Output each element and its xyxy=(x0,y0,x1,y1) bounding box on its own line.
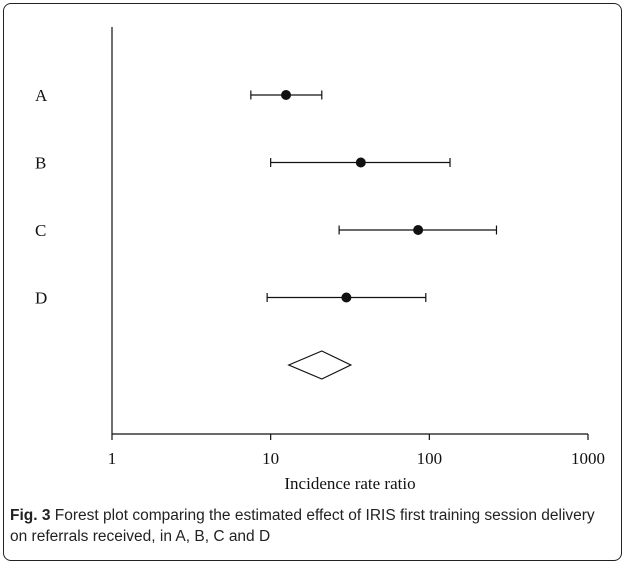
x-tick-label: 1 xyxy=(108,449,117,468)
figure-frame xyxy=(3,3,622,561)
plot-axes xyxy=(111,27,588,435)
point-estimate xyxy=(341,292,352,303)
caption-label: Fig. 3 xyxy=(10,507,51,524)
category-label: A xyxy=(35,86,48,105)
category-label: D xyxy=(35,289,47,308)
category-label: C xyxy=(35,221,46,240)
x-axis-title: Incidence rate ratio xyxy=(284,474,415,493)
x-tick-label: 100 xyxy=(417,449,443,468)
point-estimate xyxy=(281,90,292,100)
forest-plot: 1 10 100 1000 A B C D Incidence rate ratio xyxy=(35,27,605,493)
pooled-estimate-diamond xyxy=(287,350,353,380)
point-estimate xyxy=(355,157,366,168)
x-tick-label: 1000 xyxy=(571,449,605,468)
category-label: B xyxy=(35,154,46,173)
x-tick-label: 10 xyxy=(262,449,279,468)
point-estimate xyxy=(413,225,424,235)
figure-caption: Fig. 3 Forest plot comparing the estimat… xyxy=(10,505,610,547)
caption-text: Forest plot comparing the estimated effe… xyxy=(10,507,595,545)
